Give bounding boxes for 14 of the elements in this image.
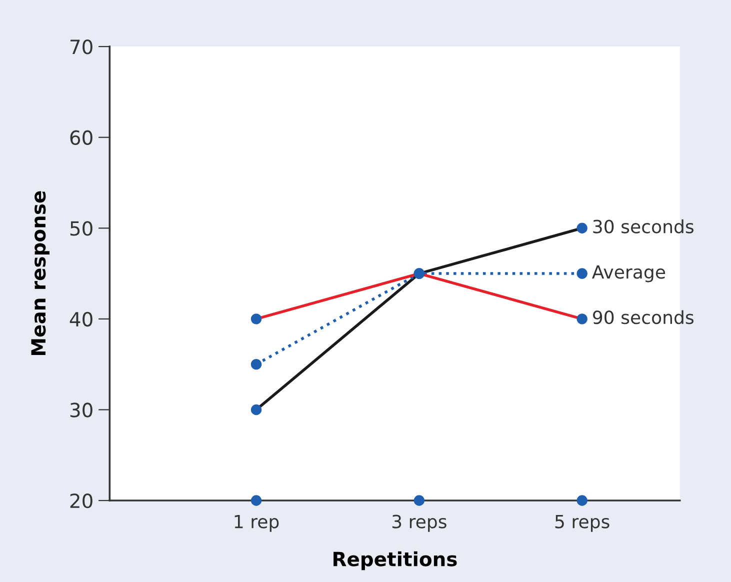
y-tick-label: 40 [70,312,92,327]
x-tick-label: 5 reps [555,514,610,532]
series-label: Average [592,265,666,282]
series-label: 90 seconds [592,310,694,324]
x-axis-title: Repetitions [334,551,457,570]
y-tick-label: 20 [70,493,92,508]
x-tick-label: 1 rep [234,514,279,532]
series-label: 30 seconds [593,219,694,234]
y-tick-label: 30 [70,402,92,418]
x-tick-label: 3 reps [392,514,446,532]
y-tick-label: 70 [70,40,92,54]
y-tick-label: 60 [70,130,92,146]
y-tick-label: 50 [70,221,92,236]
y-axis-title: Mean response [31,191,50,356]
